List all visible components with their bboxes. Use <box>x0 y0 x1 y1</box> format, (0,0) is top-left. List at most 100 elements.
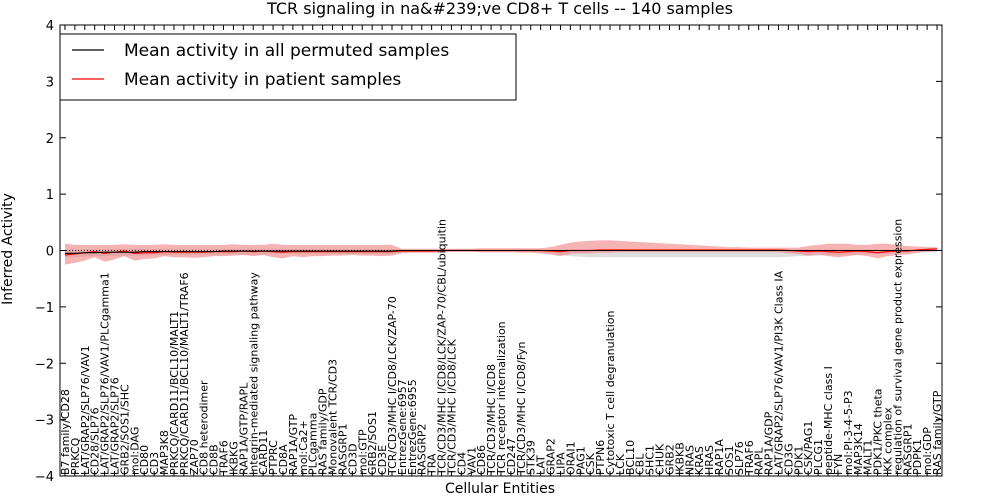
y-tick-label: 4 <box>46 19 54 34</box>
x-tick-label: RAP1A/GTP/RAPL <box>237 382 250 475</box>
x-tick-label: PLCgamma <box>307 413 320 475</box>
x-tick-label: CD8B <box>208 444 221 475</box>
x-tick-label: VAV1 <box>465 447 478 475</box>
x-tick-label: CD28/SLP76 <box>89 407 102 475</box>
legend-box <box>59 33 517 101</box>
x-tick-label: CHUK <box>654 443 667 475</box>
x-tick-label: GRB2/SOS1 <box>366 411 379 475</box>
x-tick-label: peptide-MHC class I <box>822 366 835 475</box>
x-axis-tick-labels: B7 family/CD28PRKCQLAT/GRAP2/SLP76/VAV1C… <box>59 219 944 476</box>
x-tick-label: Integrin-mediated signaling pathway <box>247 272 260 475</box>
x-tick-label: HRAS <box>703 445 716 475</box>
x-tick-label: FYN <box>832 454 845 475</box>
x-tick-label: PRKCQ/CARD11/BCL10/MALT1 <box>168 311 181 475</box>
y-tick-label: 3 <box>46 75 54 90</box>
x-tick-label: RAP1A/GDP <box>763 411 776 475</box>
x-tick-label: KRAS <box>693 446 706 475</box>
x-tick-label: TCR/CD3/MHC I/CD8 <box>485 364 498 476</box>
x-tick-label: LAT/GRAP2/SLP76 <box>109 377 122 475</box>
line-permuted <box>64 249 938 254</box>
x-tick-label: LAT/GRAP2/SLP76/VAV1 <box>79 345 92 475</box>
x-tick-label: CD3D <box>346 443 359 475</box>
x-tick-label: CD247 <box>505 438 518 475</box>
x-tick-label: TRAF6 <box>218 440 231 476</box>
x-tick-label: LAT/GRAP2/SLP76/VAV1/PI3K Class IA <box>772 270 785 475</box>
x-tick-label: LAT/GRAP2/SLP76/VAV1/PLCgamma1 <box>99 272 112 475</box>
x-tick-label: Cytotoxic T cell degranulation <box>604 310 617 475</box>
x-tick-label: ZAP70 <box>188 439 201 475</box>
chart-title: TCR signaling in na&#239;ve CD8+ T cells… <box>266 0 733 18</box>
x-tick-label: mol:GDP <box>921 427 934 475</box>
x-tick-label: MAP3K8 <box>158 430 171 475</box>
x-tick-label: CBL <box>634 453 647 475</box>
x-tick-label: ORAI1 <box>564 441 577 475</box>
x-tick-label: RAS family/GDP <box>317 388 330 475</box>
x-tick-label: BCL10 <box>624 440 637 475</box>
y-axis-ticks: −4 −3 −2 −1 0 1 2 3 4 <box>35 19 942 485</box>
x-tick-label: CSK/PAG1 <box>802 421 815 475</box>
legend-label-permuted: Mean activity in all permuted samples <box>124 41 449 61</box>
y-axis-title: Inferred Activity <box>0 193 16 305</box>
x-tick-label: PTPN6 <box>594 440 607 475</box>
x-tick-label: CD8 heterodimer <box>198 380 211 475</box>
x-tick-label: TCR/CD3/MHC I/CD8/LCK/ZAP-70 <box>386 296 399 476</box>
x-tick-label: LCK <box>614 453 627 475</box>
x-tick-label: TRA <box>426 453 439 476</box>
x-tick-label: EntrezGene:6955 <box>406 379 419 475</box>
y-tick-label: −3 <box>35 414 54 429</box>
x-tick-label: CARD11 <box>257 430 270 475</box>
y-tick-label: −2 <box>35 357 54 372</box>
x-tick-label: CD3E <box>376 445 389 475</box>
x-tick-label: CSK <box>584 452 597 475</box>
x-tick-label: mol:GTP <box>356 429 369 475</box>
x-tick-label: CD8A <box>277 444 290 475</box>
x-tick-label: TCR/CD3/MHC I/CD8/LCK/ZAP-70/CBL/ubiquit… <box>436 219 449 476</box>
x-tick-label: RASGRP1 <box>901 423 914 475</box>
x-tick-label: GRB2/SOS1/SHC <box>118 384 131 475</box>
x-tick-label: RAP1A/GTP <box>287 414 300 475</box>
y-tick-label: 1 <box>46 188 54 203</box>
x-tick-label: TRAF6 <box>743 440 756 476</box>
y-tick-label: −1 <box>35 301 54 316</box>
x-tick-label: SOS1 <box>723 445 736 475</box>
x-tick-label: LIPA <box>554 452 567 475</box>
x-tick-label: TCR/CD3/MHC I/CD8/LCK <box>445 338 458 476</box>
x-tick-label: SLP76 <box>733 441 746 475</box>
x-tick-label: IKBKG <box>227 441 240 475</box>
x-tick-label: NRAS <box>683 445 696 475</box>
x-tick-label: RAS family/GTP <box>931 390 944 475</box>
x-tick-label: IKBKB <box>673 442 686 475</box>
x-tick-label: mol:PI-3-4-5-P3 <box>842 390 855 475</box>
x-tick-label: PTPRC <box>267 440 280 475</box>
x-tick-label: STK39 <box>525 440 538 475</box>
y-tick-label: −4 <box>35 470 54 485</box>
x-tick-label: CD3 <box>148 452 161 475</box>
x-tick-label: RAPL <box>753 447 766 475</box>
x-tick-label: Monovalent TCR/CD3 <box>327 359 340 475</box>
x-tick-label: PRKCQ <box>69 437 82 475</box>
x-tick-label: SHC1 <box>644 445 657 475</box>
x-tick-label: GRB2 <box>663 444 676 475</box>
legend: Mean activity in all permuted samples Me… <box>59 33 517 101</box>
series-lines <box>64 248 938 256</box>
x-tick-label: PLCG1 <box>812 439 825 475</box>
x-tick-label: MALT1 <box>862 440 875 475</box>
x-tick-label: CD80 <box>138 445 151 475</box>
x-tick-label: LAT <box>535 455 548 475</box>
x-tick-label: RASGRP2 <box>416 423 429 475</box>
x-tick-label: CD3G <box>782 443 795 475</box>
x-tick-label: mol:Ca2+ <box>297 420 310 475</box>
x-tick-label: GRAP2 <box>545 438 558 475</box>
x-tick-label: regulation of survival gene product expr… <box>891 219 904 475</box>
x-tick-label: PRKCQ/CARD11/BCL10/MALT1/TRAF6 <box>178 272 191 475</box>
x-tick-label: CD4 <box>455 452 468 475</box>
x-tick-label: RAP1A <box>713 439 726 475</box>
band-patient <box>64 240 938 265</box>
x-tick-label: RASGRP1 <box>336 423 349 475</box>
x-tick-label: mol:DAG <box>128 427 141 475</box>
x-tick-label: CD86 <box>475 445 488 475</box>
x-tick-label: IKK complex <box>881 407 894 475</box>
x-axis-ticks <box>64 25 938 476</box>
x-tick-label: TCR receptor internalization <box>495 321 508 476</box>
